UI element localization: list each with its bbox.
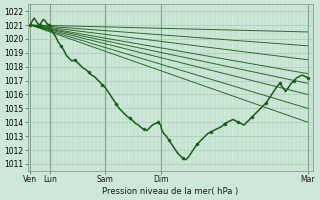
X-axis label: Pression niveau de la mer( hPa ): Pression niveau de la mer( hPa ) [102,187,239,196]
